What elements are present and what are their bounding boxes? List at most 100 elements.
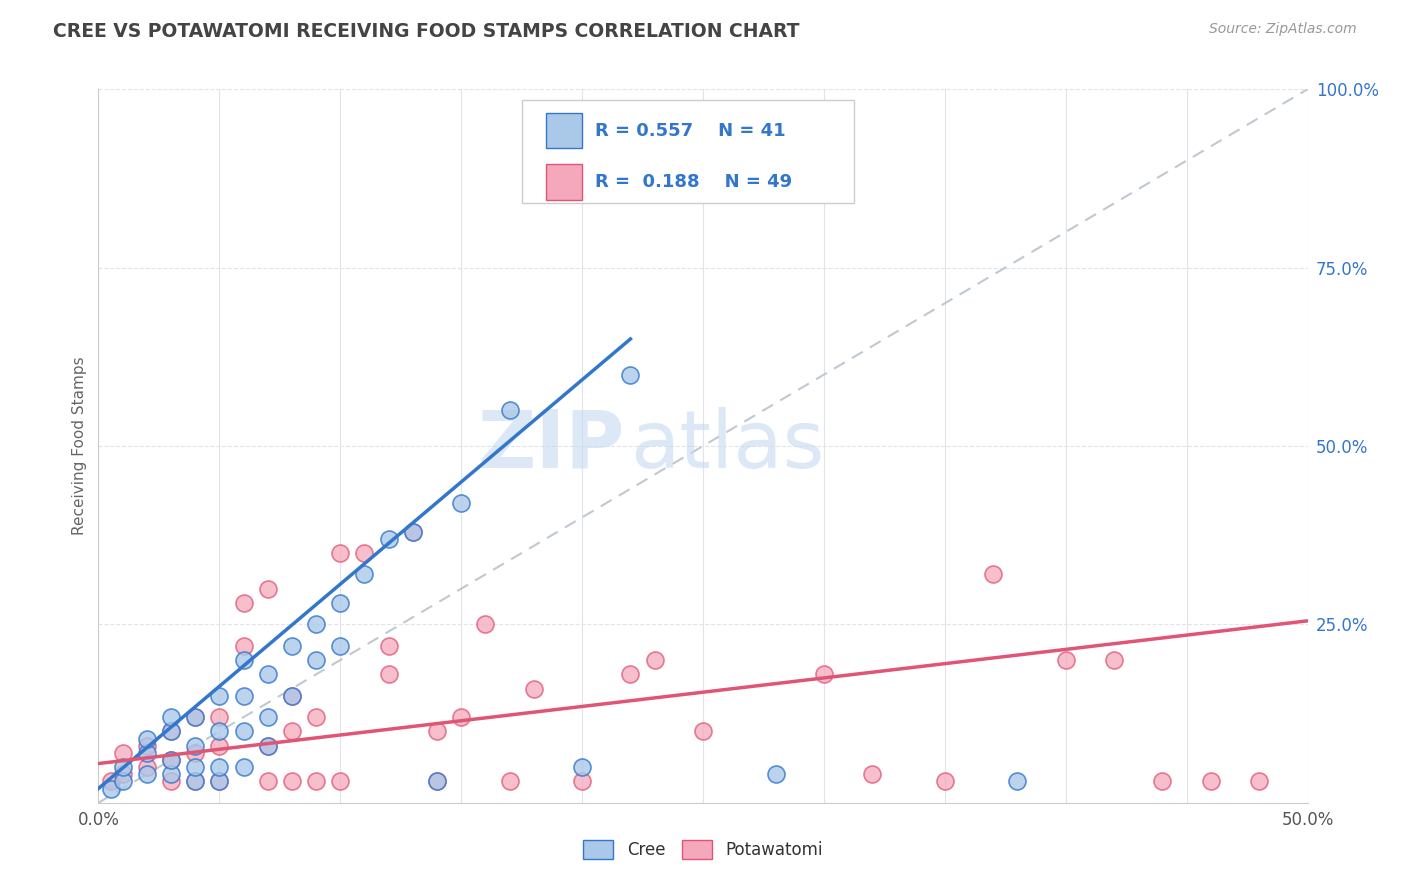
Point — [813, 667, 835, 681]
Text: CREE VS POTAWATOMI RECEIVING FOOD STAMPS CORRELATION CHART: CREE VS POTAWATOMI RECEIVING FOOD STAMPS… — [53, 22, 800, 41]
Point — [281, 639, 304, 653]
Point — [450, 496, 472, 510]
Point — [329, 546, 352, 560]
Point — [571, 760, 593, 774]
Point — [523, 681, 546, 696]
Point — [450, 710, 472, 724]
Point — [498, 774, 520, 789]
Legend: Cree, Potawatomi: Cree, Potawatomi — [576, 833, 830, 866]
Point — [402, 524, 425, 539]
Point — [329, 639, 352, 653]
Point — [160, 753, 183, 767]
Point — [135, 731, 157, 746]
Point — [281, 689, 304, 703]
Point — [184, 710, 207, 724]
Point — [1199, 774, 1222, 789]
Point — [208, 760, 231, 774]
Point — [474, 617, 496, 632]
Point — [281, 724, 304, 739]
Point — [160, 767, 183, 781]
Point — [160, 774, 183, 789]
Point — [426, 774, 449, 789]
Text: Source: ZipAtlas.com: Source: ZipAtlas.com — [1209, 22, 1357, 37]
Text: ZIP: ZIP — [477, 407, 624, 485]
Point — [1102, 653, 1125, 667]
Point — [100, 781, 122, 796]
Point — [256, 739, 278, 753]
Point — [498, 403, 520, 417]
Point — [135, 746, 157, 760]
Point — [135, 760, 157, 774]
Point — [208, 774, 231, 789]
Point — [353, 546, 375, 560]
Point — [692, 724, 714, 739]
Point — [281, 689, 304, 703]
Point — [160, 724, 183, 739]
Point — [256, 774, 278, 789]
Text: atlas: atlas — [630, 407, 825, 485]
Point — [111, 760, 134, 774]
Point — [160, 724, 183, 739]
Point — [111, 746, 134, 760]
Point — [426, 774, 449, 789]
Point — [281, 774, 304, 789]
Point — [184, 739, 207, 753]
Point — [208, 724, 231, 739]
FancyBboxPatch shape — [546, 164, 582, 200]
Point — [571, 774, 593, 789]
Point — [644, 653, 666, 667]
Point — [232, 639, 254, 653]
Point — [860, 767, 883, 781]
Point — [208, 774, 231, 789]
Point — [208, 689, 231, 703]
Point — [100, 774, 122, 789]
Point — [232, 760, 254, 774]
Point — [232, 724, 254, 739]
Point — [305, 617, 328, 632]
Point — [981, 567, 1004, 582]
Point — [184, 760, 207, 774]
Point — [1007, 774, 1029, 789]
Y-axis label: Receiving Food Stamps: Receiving Food Stamps — [72, 357, 87, 535]
Point — [111, 774, 134, 789]
Point — [160, 710, 183, 724]
Point — [208, 710, 231, 724]
Point — [402, 524, 425, 539]
Point — [934, 774, 956, 789]
Point — [256, 710, 278, 724]
Point — [619, 368, 641, 382]
Point — [329, 596, 352, 610]
Point — [426, 724, 449, 739]
Point — [377, 639, 399, 653]
Point — [184, 774, 207, 789]
Text: R = 0.557    N = 41: R = 0.557 N = 41 — [595, 121, 786, 139]
Point — [619, 667, 641, 681]
Point — [1249, 774, 1271, 789]
Point — [135, 767, 157, 781]
Point — [208, 739, 231, 753]
Point — [232, 596, 254, 610]
Point — [160, 753, 183, 767]
Point — [256, 739, 278, 753]
Point — [232, 689, 254, 703]
FancyBboxPatch shape — [546, 112, 582, 148]
Point — [256, 667, 278, 681]
Point — [232, 653, 254, 667]
Text: R =  0.188    N = 49: R = 0.188 N = 49 — [595, 173, 793, 191]
Point — [353, 567, 375, 582]
Point — [377, 667, 399, 681]
Point — [135, 739, 157, 753]
Point — [184, 774, 207, 789]
Point — [256, 582, 278, 596]
Point — [184, 746, 207, 760]
Point — [305, 710, 328, 724]
Point — [377, 532, 399, 546]
Point — [305, 774, 328, 789]
Point — [329, 774, 352, 789]
Point — [184, 710, 207, 724]
FancyBboxPatch shape — [522, 100, 855, 203]
Point — [111, 767, 134, 781]
Point — [305, 653, 328, 667]
Point — [765, 767, 787, 781]
Point — [1054, 653, 1077, 667]
